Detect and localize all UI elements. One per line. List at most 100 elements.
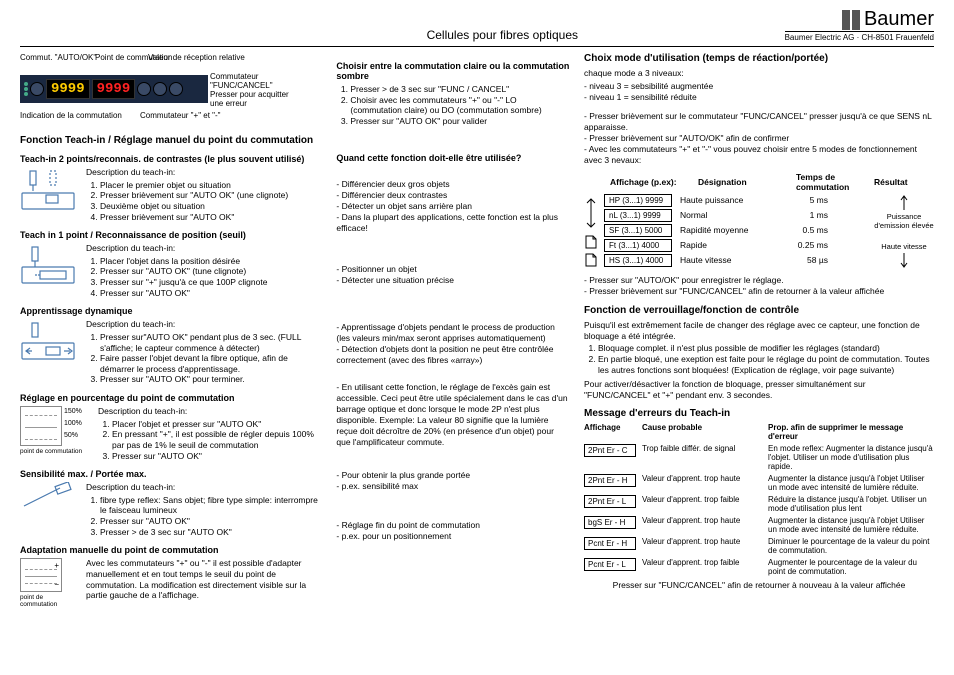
- list-item: Réglage fin du point de commutation: [336, 520, 570, 531]
- s1-text: Description du teach-in: Placer le premi…: [86, 167, 322, 222]
- mid-b4: En utilisant cette fonction, le réglage …: [336, 382, 570, 448]
- err-display: 2Pnt Er - L: [584, 495, 636, 508]
- list-item: En partie bloqué, une exeption est faite…: [598, 354, 934, 375]
- table-row: 2Pnt Er - H Valeur d'apprent. trop haute…: [584, 474, 934, 492]
- mode-tps: 0.25 ms: [778, 240, 828, 250]
- list-item: Apprentissage d'objets pendant le proces…: [336, 322, 570, 344]
- s5-desc: Description du teach-in:: [86, 482, 322, 493]
- mode-rows: HP (3...1) 9999 Haute puissance 5 ms nL …: [604, 194, 868, 269]
- mode-des: Rapidité moyenne: [680, 225, 770, 235]
- list-item: Pour obtenir la plus grande portée: [336, 470, 570, 481]
- right-p1b: niveau 3 = sebsibilité augmentée niveau …: [584, 81, 934, 103]
- result-bot: Haute vitesse: [874, 242, 934, 251]
- page-icon: [584, 253, 598, 267]
- err-display: 2Pnt Er - H: [584, 474, 636, 487]
- mid-steps1: Presser > de 3 sec sur "FUNC / CANCEL" C…: [336, 84, 570, 127]
- list-item: Détecter une situation précise: [336, 275, 570, 286]
- list-item: En pressant "+", il est possible de régl…: [112, 429, 322, 450]
- device-labels-bottom: Indication de la commutation Commutateur…: [20, 105, 322, 127]
- brand-subtitle: Baumer Electric AG · CH-8501 Frauenfeld: [785, 31, 934, 42]
- list-item: Placer le premier objet ou situation: [100, 180, 322, 191]
- table-row: Pcnt Er - L Valeur d'apprent. trop faibl…: [584, 558, 934, 576]
- percent-graph-icon: [20, 406, 62, 446]
- list-item: Différencier deux gros objets: [336, 179, 570, 190]
- mid-b6: Réglage fin du point de commutation p.ex…: [336, 520, 570, 542]
- table-row: SF (3...1) 5000 Rapidité moyenne 0.5 ms: [604, 224, 868, 237]
- s6-section: + − point de commutation Avec les commut…: [20, 558, 322, 608]
- list-item: Positionner un objet: [336, 264, 570, 275]
- mode-h-aff: Affichage (p.ex):: [610, 177, 690, 187]
- s1-steps: Placer le premier objet ou situation Pre…: [86, 180, 322, 223]
- right-p2: Presser brièvement sur le commutateur "F…: [584, 111, 934, 166]
- list-item: niveau 3 = sebsibilité augmentée: [584, 81, 934, 92]
- page-title: Cellules pour fibres optiques: [20, 28, 785, 42]
- mode-des: Haute vitesse: [680, 255, 770, 265]
- manual-graph-icon: + −: [20, 558, 62, 592]
- device-func-button-icon: [169, 82, 183, 96]
- s4-icon: 150% 100% 50% point de commutation: [20, 406, 92, 455]
- sensor-one-point-icon: [20, 243, 76, 287]
- mode-table: Affichage (p.ex): Désignation Temps de c…: [584, 172, 934, 269]
- list-item: Presser brièvement sur le commutateur "F…: [584, 111, 934, 133]
- err-fix: Augmenter la distance jusqu'à l'objet Ut…: [768, 516, 934, 534]
- list-item: Presser > de 3 sec sur "AUTO OK": [100, 527, 322, 538]
- mode-display: nL (3...1) 9999: [604, 209, 672, 222]
- s2-desc: Description du teach-in:: [86, 243, 322, 254]
- column-middle: Choisir entre la commutation claire ou l…: [336, 53, 570, 616]
- s3-steps: Presser sur"AUTO OK" pendant plus de 3 s…: [86, 332, 322, 385]
- pct-150: 150%: [64, 406, 82, 418]
- right-p6: Presser sur "FUNC/CANCEL" afin de retour…: [584, 580, 934, 591]
- s4-text: Description du teach-in: Placer l'objet …: [98, 406, 322, 461]
- device-minus-button-icon: [153, 82, 167, 96]
- err-cause: Valeur d'apprent. trop haute: [642, 516, 762, 525]
- list-item: Faire passer l'objet devant la fibre opt…: [100, 353, 322, 374]
- result-arrows: Puissance d'emission élevée Haute vitess…: [874, 194, 934, 269]
- right-p5: Pour activer/désactiver la fonction de b…: [584, 379, 934, 400]
- list-item: Choisir avec les commutateurs "+" ou "-"…: [350, 95, 570, 116]
- list-item: Presser sur "AUTO OK" (tune clignote): [100, 266, 322, 277]
- list-item: Presser > de 3 sec sur "FUNC / CANCEL": [350, 84, 570, 95]
- list-item: fibre type reflex: Sans objet; fibre typ…: [100, 495, 322, 516]
- list-item: Deuxième objet ou situation: [100, 201, 322, 212]
- mode-tps: 58 µs: [778, 255, 828, 265]
- mode-des: Haute puissance: [680, 195, 770, 205]
- s4-axis: point de commutation: [20, 448, 92, 455]
- s1-heading: Teach-in 2 points/reconnais. de contrast…: [20, 154, 322, 164]
- list-item: Dans la plupart des applications, cette …: [336, 212, 570, 234]
- sensor-two-objects-icon: [20, 167, 76, 213]
- mode-h-tps: Temps de commutation: [796, 172, 866, 192]
- mode-h-res: Résultat: [874, 177, 934, 187]
- main-content: Commut. "AUTO/OK" Point de commutation V…: [20, 53, 934, 616]
- label-indic-commut: Indication de la commutation: [20, 111, 122, 120]
- device-wrapper: 9999 9999 Commutateur "FUNC/CANCEL" Pres…: [20, 75, 322, 103]
- err-cause: Valeur d'apprent. trop haute: [642, 474, 762, 483]
- s6-axis: point de commutation: [20, 594, 80, 608]
- s4-heading: Réglage en pourcentage du point de commu…: [20, 393, 322, 403]
- header-divider: [20, 46, 934, 47]
- table-row: HP (3...1) 9999 Haute puissance 5 ms: [604, 194, 868, 207]
- list-item: Détecter un objet sans arrière plan: [336, 201, 570, 212]
- page-icon: [584, 235, 598, 249]
- err-display: 2Pnt Er - C: [584, 444, 636, 457]
- list-item: Presser sur "+" jusqu'à ce que 100P clig…: [100, 277, 322, 288]
- s6-heading: Adaptation manuelle du point de commutat…: [20, 545, 322, 555]
- updown-arrow-icon: [584, 195, 598, 231]
- table-row: nL (3...1) 9999 Normal 1 ms: [604, 209, 868, 222]
- device-autook-button-icon: [30, 82, 44, 96]
- err-fix: En mode reflex: Augmenter la distance ju…: [768, 444, 934, 471]
- fiber-max-icon: [20, 482, 76, 512]
- mode-display: Ft (3...1) 4000: [604, 239, 672, 252]
- mode-tps: 0.5 ms: [778, 225, 828, 235]
- mode-file-icons: [584, 194, 598, 269]
- list-item: Presser sur "AUTO OK" pour terminer.: [100, 374, 322, 385]
- s1-icon: [20, 167, 80, 215]
- right-p4: Puisqu'il est extrêmement facile de chan…: [584, 320, 934, 341]
- err-display: bgS Er - H: [584, 516, 636, 529]
- error-table-header: Affichage Cause probable Prop. afin de s…: [584, 423, 934, 441]
- s1-section: Description du teach-in: Placer le premi…: [20, 167, 322, 222]
- mode-body: HP (3...1) 9999 Haute puissance 5 ms nL …: [584, 194, 934, 269]
- column-left: Commut. "AUTO/OK" Point de commutation V…: [20, 53, 322, 616]
- column-right: Choix mode d'utilisation (temps de réact…: [584, 53, 934, 616]
- brand-logo: Baumer: [785, 8, 934, 31]
- list-item: Placer l'objet dans la position désirée: [100, 256, 322, 267]
